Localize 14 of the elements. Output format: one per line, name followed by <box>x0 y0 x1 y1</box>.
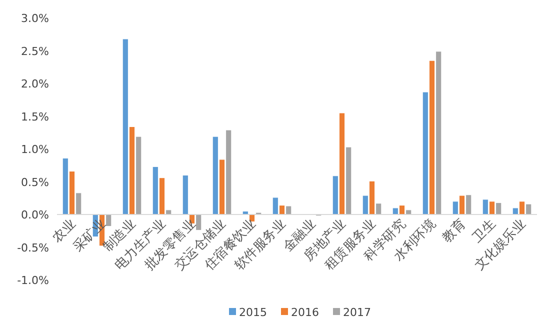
y-tick-label: -1.0% <box>17 274 49 287</box>
legend-label: 2016 <box>291 306 319 319</box>
y-tick-label: 1.5% <box>21 110 49 124</box>
y-tick-label: 2.5% <box>21 44 49 58</box>
y-tick-label: -0.5% <box>17 241 49 254</box>
y-tick-label: 0.5% <box>21 176 49 189</box>
y-tick-label: 3.0% <box>21 12 49 25</box>
y-tick-label: 2.0% <box>21 78 49 90</box>
y-tick-label: 0.0% <box>21 208 49 222</box>
x-tick-label: 教育 <box>439 216 469 246</box>
legend-label: 2015 <box>239 306 267 319</box>
bar <box>182 174 188 215</box>
y-tick-label: 1.0% <box>21 143 49 156</box>
legend-label: 2017 <box>343 306 371 319</box>
